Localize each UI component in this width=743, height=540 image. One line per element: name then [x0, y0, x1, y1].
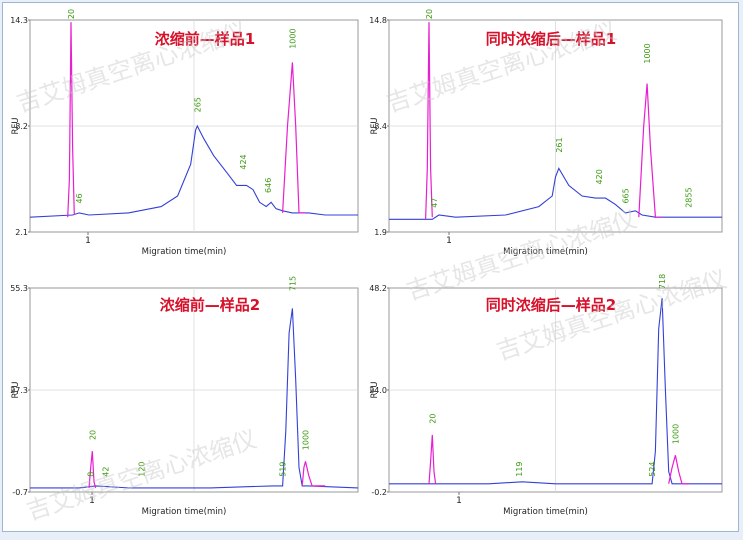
y-tick-label: -0.2 — [371, 488, 387, 497]
y-axis-label: RFU — [370, 381, 380, 398]
chart-title: 浓缩前—样品2 — [160, 296, 260, 314]
marker-peak-line — [425, 22, 433, 220]
peak-label: 519 — [279, 461, 288, 476]
chart-svg-1: 14.3 8.2 2.1 1 Migration time(min) RFU 20 46 265… — [10, 9, 359, 257]
peak-label: 2855 — [685, 187, 694, 207]
y-tick-label: 8.2 — [15, 122, 28, 131]
peak-label: 718 — [658, 274, 667, 289]
peak-label: 120 — [138, 461, 147, 476]
marker-peak-line — [668, 455, 689, 485]
y-axis-label: RFU — [370, 117, 380, 134]
peak-label: 42 — [101, 467, 110, 477]
y-tick-label: 48.2 — [369, 284, 387, 293]
sample-trace-line — [389, 167, 722, 220]
sample-trace-line — [30, 308, 359, 489]
peak-label: 715 — [288, 276, 297, 291]
peak-label: 261 — [555, 137, 564, 152]
y-axis-label: RFU — [11, 381, 21, 398]
marker-peak-line — [67, 22, 75, 218]
peak-label: 665 — [621, 188, 630, 203]
chart-title: 浓缩前—样品1 — [155, 30, 255, 48]
marker-peak-line — [88, 451, 97, 489]
electropherogram-panel-4: 48.2 24.0 -0.2 1 Migration time(min) RFU 20 119… — [364, 268, 743, 536]
peak-label: 20 — [428, 414, 437, 424]
electropherogram-panel-2: 14.8 8.4 1.9 1 Migration time(min) RFU 20 47 261… — [364, 0, 743, 268]
x-tick-label: 1 — [446, 236, 452, 246]
x-axis-label: Migration time(min) — [142, 507, 227, 517]
peak-label: 646 — [264, 178, 273, 193]
electropherogram-panel-3: 55.3 27.3 -0.7 1 Migration time(min) RFU 20 8 42… — [0, 268, 372, 536]
peak-label: 265 — [193, 97, 202, 112]
marker-peak-line — [638, 83, 663, 218]
peak-label: 420 — [595, 169, 604, 184]
y-tick-label: 24.0 — [369, 386, 387, 395]
x-axis-label: Migration time(min) — [503, 247, 588, 257]
sample-trace-line — [389, 298, 722, 485]
peak-label: 119 — [515, 461, 524, 476]
marker-peak-line — [428, 434, 437, 484]
y-tick-label: 14.8 — [369, 16, 387, 25]
x-axis-label: Migration time(min) — [503, 507, 588, 517]
x-tick-label: 1 — [456, 496, 462, 506]
chart-svg-3: 55.3 27.3 -0.7 1 Migration time(min) RFU 20 8 42… — [10, 276, 359, 517]
marker-peak-line — [301, 461, 326, 487]
chart-title: 同时浓缩后—样品1 — [486, 30, 616, 48]
peak-label: 20 — [425, 9, 434, 19]
peak-label: 20 — [88, 430, 97, 440]
y-tick-label: 55.3 — [10, 284, 28, 293]
peak-label: 424 — [239, 154, 248, 169]
peak-label: 1000 — [643, 43, 652, 63]
peak-label: 47 — [430, 198, 439, 208]
electropherogram-panel-1: 14.3 8.2 2.1 1 Migration time(min) RFU 20 46 265… — [0, 0, 372, 268]
y-tick-label: -0.7 — [12, 488, 28, 497]
peak-label: 1000 — [288, 28, 297, 48]
peak-label: 524 — [648, 461, 657, 476]
y-tick-label: 27.3 — [10, 386, 28, 395]
y-axis-label: RFU — [11, 117, 21, 134]
chart-svg-4: 48.2 24.0 -0.2 1 Migration time(min) RFU 20 119… — [369, 274, 723, 517]
y-tick-label: 2.1 — [15, 228, 28, 237]
chart-title: 同时浓缩后—样品2 — [486, 296, 616, 314]
peak-label: 1000 — [671, 424, 680, 444]
peak-label: 8 — [87, 472, 96, 477]
y-tick-label: 8.4 — [374, 122, 387, 131]
peak-label: 1000 — [302, 430, 311, 450]
peak-label: 20 — [67, 9, 76, 19]
x-tick-label: 1 — [85, 236, 91, 246]
x-tick-label: 1 — [89, 496, 95, 506]
chart-svg-2: 14.8 8.4 1.9 1 Migration time(min) RFU 20 47 261… — [369, 9, 723, 257]
y-tick-label: 1.9 — [374, 228, 387, 237]
marker-peak-line — [282, 62, 306, 214]
y-tick-label: 14.3 — [10, 16, 28, 25]
x-axis-label: Migration time(min) — [142, 247, 227, 257]
peak-label: 46 — [75, 193, 84, 203]
